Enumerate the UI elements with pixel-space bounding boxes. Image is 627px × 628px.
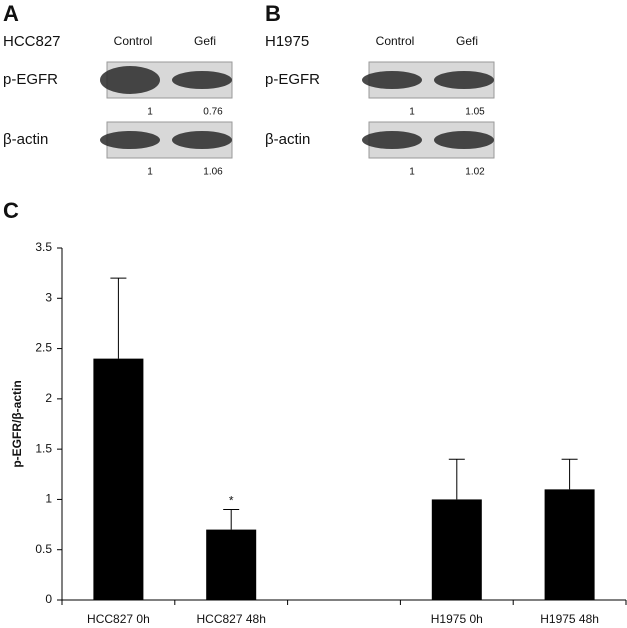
error-bar bbox=[561, 458, 578, 490]
bar bbox=[93, 358, 144, 600]
band bbox=[100, 131, 160, 149]
annotation: * bbox=[229, 494, 234, 508]
error-bar bbox=[110, 277, 127, 359]
lane-label: Control bbox=[114, 34, 153, 48]
x-tick-label: HCC827 0h bbox=[87, 612, 150, 626]
band bbox=[362, 71, 422, 89]
y-tick-label: 3.5 bbox=[35, 240, 52, 254]
quantification: 1.02 bbox=[465, 167, 485, 178]
bar bbox=[206, 529, 257, 600]
band bbox=[362, 131, 422, 149]
bar bbox=[431, 499, 482, 600]
protein-label: p-EGFR bbox=[265, 71, 320, 88]
protein-label: β-actin bbox=[3, 131, 48, 148]
x-tick-label: H1975 48h bbox=[540, 612, 599, 626]
error-bar bbox=[448, 458, 465, 500]
bar bbox=[544, 489, 595, 600]
protein-label: β-actin bbox=[265, 131, 310, 148]
y-tick-label: 1 bbox=[45, 492, 52, 506]
quantification: 1.05 bbox=[465, 107, 485, 118]
quantification: 1 bbox=[409, 107, 415, 118]
y-tick-label: 0.5 bbox=[35, 542, 52, 556]
quantification: 1 bbox=[409, 167, 415, 178]
cell-line: HCC827 bbox=[3, 33, 61, 50]
quantification: 0.76 bbox=[203, 107, 223, 118]
cell-line: H1975 bbox=[265, 33, 309, 50]
y-tick-label: 1.5 bbox=[35, 441, 52, 455]
lane-label: Control bbox=[376, 34, 415, 48]
quantification: 1 bbox=[147, 167, 153, 178]
band bbox=[434, 131, 494, 149]
protein-label: p-EGFR bbox=[3, 71, 58, 88]
band bbox=[434, 71, 494, 89]
y-tick-label: 0 bbox=[45, 592, 52, 606]
y-tick-label: 3 bbox=[45, 290, 52, 304]
x-tick-label: H1975 0h bbox=[431, 612, 483, 626]
panel-label: C bbox=[3, 198, 19, 223]
lane-label: Gefi bbox=[194, 34, 216, 48]
x-tick-label: HCC827 48h bbox=[197, 612, 266, 626]
band bbox=[172, 71, 232, 89]
quantification: 1.06 bbox=[203, 167, 223, 178]
lane-label: Gefi bbox=[456, 34, 478, 48]
y-tick-label: 2.5 bbox=[35, 341, 52, 355]
panel-label: B bbox=[265, 1, 281, 26]
panel-label: A bbox=[3, 1, 19, 26]
y-tick-label: 2 bbox=[45, 391, 52, 405]
band bbox=[100, 66, 160, 94]
band bbox=[172, 131, 232, 149]
quantification: 1 bbox=[147, 107, 153, 118]
y-axis-label: p-EGFR/β-actin bbox=[10, 380, 24, 467]
error-bar bbox=[223, 508, 240, 530]
